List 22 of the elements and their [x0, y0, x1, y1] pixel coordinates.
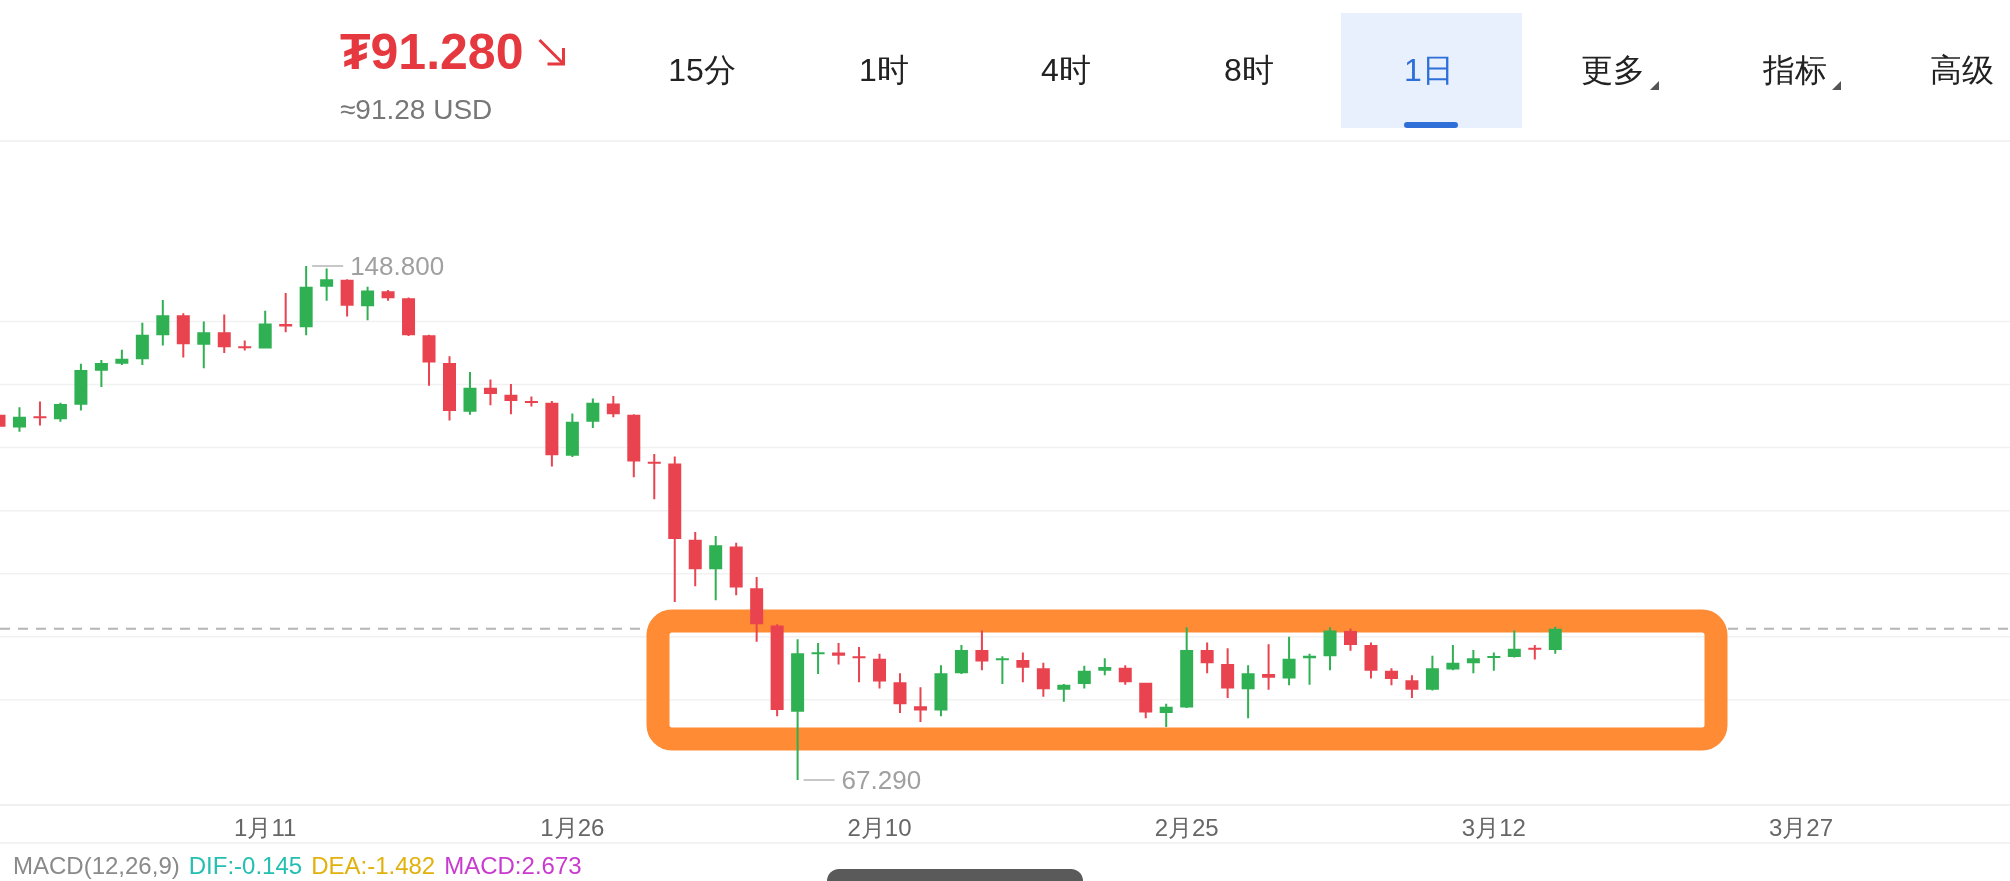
text: 1时	[859, 52, 909, 88]
chart-title: ₮91.280	[340, 24, 524, 80]
text: DEA:-1.482	[311, 851, 436, 879]
annotation: 148.800	[350, 251, 445, 281]
x-tick-label: 1月11	[234, 813, 297, 841]
x-tick-label: 3月27	[1768, 813, 1834, 841]
text: 高级	[1930, 52, 1994, 88]
x-tick-label: 2月10	[847, 813, 912, 841]
x-tick-label: 2月25	[1154, 813, 1219, 841]
text: MACD(12,26,9)	[13, 851, 180, 879]
text: 15分	[668, 52, 736, 88]
text: DIF:-0.145	[188, 851, 303, 879]
x-tick-label: 3月12	[1461, 813, 1526, 841]
text: 指标	[1762, 52, 1827, 88]
text: 4时	[1041, 52, 1091, 88]
text: 1日	[1404, 52, 1454, 88]
text: MACD:2.673	[444, 851, 582, 879]
chart-subtitle: ≈91.28 USD	[340, 93, 493, 125]
x-tick-label: 1月26	[540, 813, 605, 841]
text: 8时	[1224, 52, 1274, 88]
annotation: 67.290	[841, 765, 922, 795]
text: 更多	[1581, 52, 1645, 88]
